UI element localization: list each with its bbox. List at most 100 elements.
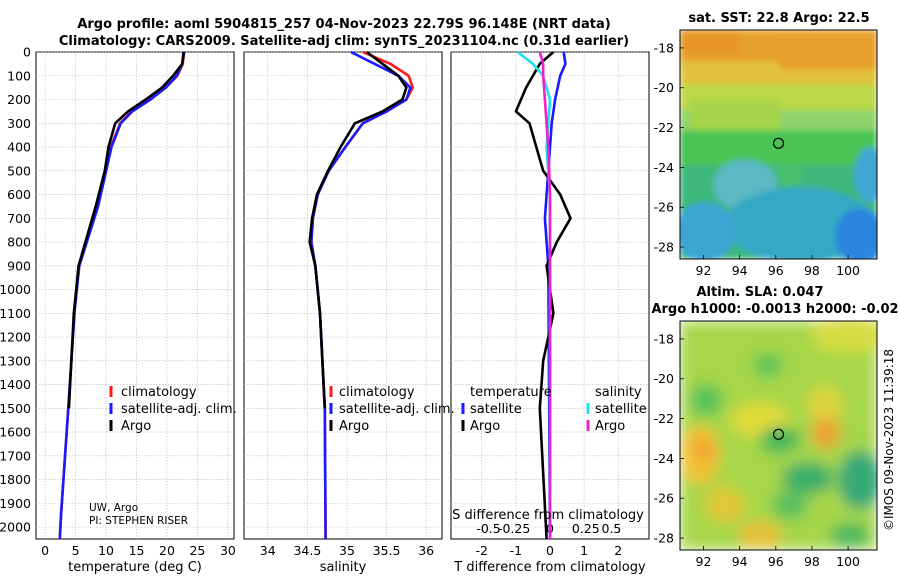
depth-tick-label: 1600 [0,425,31,440]
temperature-axes [35,51,235,540]
x-tick-label: 20 [159,543,175,558]
profile-lines [58,50,572,540]
map-y-tick-label: -18 [654,331,674,346]
map-y-tick-label: -28 [654,531,674,546]
x-tick-label: 34.5 [293,543,321,558]
map-y-tick-label: -26 [654,200,674,215]
salinity-legend: climatology satellite-adj. clim. Argo [329,385,455,434]
sst-map-ticks: 92 94 96 98 100 -18 -20 -22 -24 -26 -28 [654,40,860,278]
sla-map-frame [679,320,878,551]
legend-label-salinity-satellite: satellite [595,402,647,417]
series-line-temperature-argo [514,51,572,540]
salinity-axes [243,51,443,540]
map-x-tick-label: 100 [836,263,860,278]
legend-title-temperature: temperature [470,385,552,400]
top-x-tick-label: -0.5 [476,521,500,536]
title-line-2: Climatology: CARS2009. Satellite-adj cli… [59,34,629,49]
map-y-tick-label: -20 [654,80,674,95]
legend-label-climatology: climatology [121,385,197,400]
sla-map-title-line-1: Altim. SLA: 0.047 [697,285,824,300]
x-tick-label: 25 [189,543,205,558]
series-line-salinity-argo [538,51,552,539]
depth-tick-label: 300 [7,116,31,131]
depth-tick-label: 200 [7,92,31,107]
depth-tick-label: 500 [7,163,31,178]
difference-legend: temperature salinity satellite Argo sate… [461,385,647,434]
x-tick-label: 34 [260,543,276,558]
map-y-tick-label: -24 [654,451,674,466]
x-tick-label: 10 [98,543,114,558]
legend-label-temperature-satellite: satellite [470,402,522,417]
depth-tick-label: 0 [23,45,31,60]
depth-tick-label: 1700 [0,448,31,463]
legend-label-salinity-argo: Argo [595,419,625,434]
depth-tick-label: 1800 [0,472,31,487]
legend-label-temperature-argo: Argo [470,419,500,434]
depth-tick-label: 1000 [0,282,31,297]
map-x-tick-label: 96 [768,554,784,569]
depth-tick-label: 400 [7,140,31,155]
x-tick-label: -2 [475,543,487,558]
x-tick-label: 35 [339,543,355,558]
x-tick-label: 1 [580,543,588,558]
map-y-tick-label: -20 [654,371,674,386]
difference-top-xlabel: S difference from climatology [452,508,644,523]
argo-location-marker [772,428,785,440]
x-tick-label: 0 [41,543,49,558]
map-y-tick-label: -22 [654,120,674,135]
depth-tick-label: 1300 [0,353,31,368]
x-tick-label: 0 [546,543,554,558]
map-y-tick-label: -28 [654,240,674,255]
x-tick-label: 2 [614,543,622,558]
depth-tick-label: 1100 [0,306,31,321]
legend-title-salinity: salinity [595,385,642,400]
sla-map-ticks: 92 94 96 98 100 -18 -20 -22 -24 -26 -28 [654,331,860,569]
temperature-legend: climatology satellite-adj. clim. Argo [109,385,237,434]
series-line-argo [308,50,408,409]
map-x-tick-label: 92 [696,554,712,569]
sst-heatmap [680,30,877,259]
depth-tick-label: 800 [7,235,31,250]
legend-label-argo: Argo [339,419,369,434]
top-x-tick-label: 0.5 [602,521,622,536]
depth-tick-label: 1200 [0,330,31,345]
sla-heatmap [680,321,877,550]
annotation-institution: UW, Argo [89,502,138,514]
imos-credit: ©IMOS 09-Nov-2023 11:39:18 [882,349,896,531]
map-y-tick-label: -24 [654,160,674,175]
depth-tick-label: 1900 [0,496,31,511]
depth-tick-label: 1400 [0,377,31,392]
legend-label-argo: Argo [121,419,151,434]
depth-tick-label: 700 [7,211,31,226]
legend-label-climatology: climatology [339,385,415,400]
sla-map-title-line-2: Argo h1000: -0.0013 h2000: -0.02 [651,302,898,317]
map-y-tick-label: -26 [654,491,674,506]
map-x-tick-label: 100 [836,554,860,569]
map-x-tick-label: 94 [732,554,748,569]
legend-label-satellite: satellite-adj. clim. [121,402,237,417]
depth-tick-label: 900 [7,258,31,273]
map-y-tick-label: -22 [654,411,674,426]
series-line-argo [67,51,186,409]
x-tick-label: -1 [510,543,522,558]
map-x-tick-label: 96 [768,263,784,278]
map-x-tick-label: 94 [732,263,748,278]
title-line-1: Argo profile: aoml 5904815_257 04-Nov-20… [77,17,610,32]
x-tick-label: 30 [220,543,236,558]
top-x-tick-label: 0.25 [572,521,600,536]
x-tick-label: 5 [72,543,80,558]
argo-location-marker [772,137,785,149]
map-x-tick-label: 98 [804,554,820,569]
grid-lines [36,51,649,539]
annotation-pi: PI: STEPHEN RISER [89,515,188,527]
x-tick-label: 15 [129,543,145,558]
map-x-tick-label: 98 [804,263,820,278]
map-x-tick-label: 92 [696,263,712,278]
x-tick-label: 35.5 [373,543,401,558]
depth-tick-label: 2000 [0,520,31,535]
depth-tick-label: 1500 [0,401,31,416]
difference-xlabel: T difference from climatology [453,560,646,575]
temperature-xlabel: temperature (deg C) [68,560,202,575]
